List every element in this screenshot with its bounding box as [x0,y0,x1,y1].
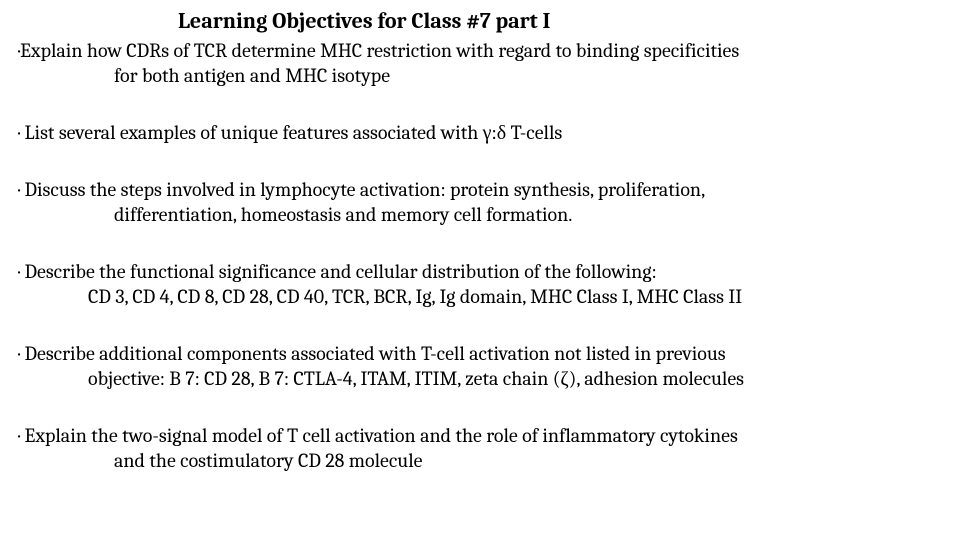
objective-line2: differentiation, homeostasis and memory … [18,202,932,227]
page-title: Learning Objectives for Class #7 part I [178,8,932,34]
objective-line1: · Discuss the steps involved in lymphocy… [18,177,932,202]
objective-line1: · Explain the two-signal model of T cell… [18,423,932,448]
objective-line1: · Describe additional components associa… [18,341,932,366]
objective-line1: · List several examples of unique featur… [18,120,932,145]
objective-item: ·Explain how CDRs of TCR determine MHC r… [18,38,932,88]
objective-item: · Explain the two-signal model of T cell… [18,423,932,473]
objective-item: · Discuss the steps involved in lymphocy… [18,177,932,227]
objective-line1: · Describe the functional significance a… [18,259,932,284]
objective-line2: CD 3, CD 4, CD 8, CD 28, CD 40, TCR, BCR… [18,284,932,309]
objective-item: · Describe additional components associa… [18,341,932,391]
objective-line2: for both antigen and MHC isotype [18,63,932,88]
objective-line2: objective: B 7: CD 28, B 7: CTLA-4, ITAM… [18,366,932,391]
objective-line2: and the costimulatory CD 28 molecule [18,448,932,473]
objective-item: · List several examples of unique featur… [18,120,932,145]
objective-line1: ·Explain how CDRs of TCR determine MHC r… [18,38,932,63]
objective-item: · Describe the functional significance a… [18,259,932,309]
